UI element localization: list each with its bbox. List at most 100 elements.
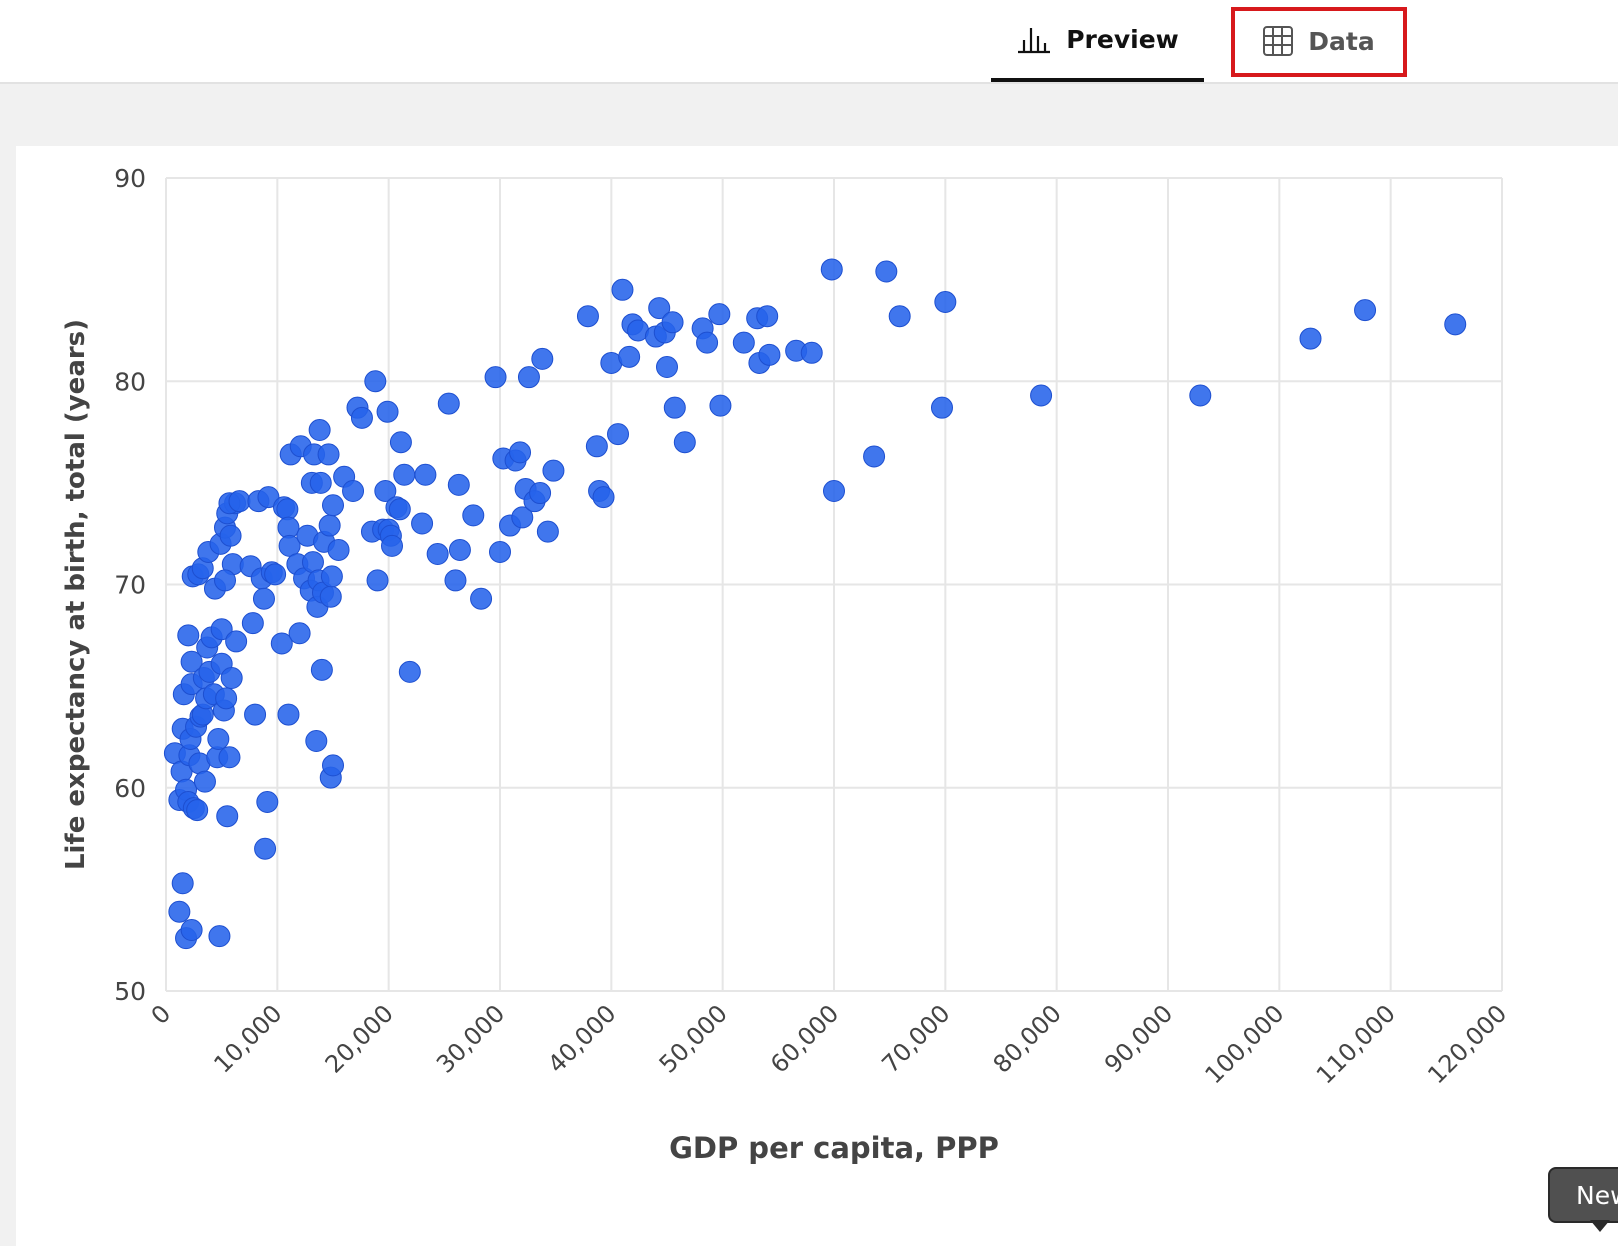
data-point[interactable] — [288, 622, 311, 645]
data-point[interactable] — [863, 445, 886, 468]
data-point[interactable] — [437, 392, 460, 415]
data-point[interactable] — [320, 565, 343, 588]
data-point[interactable] — [470, 587, 493, 610]
data-point[interactable] — [241, 612, 264, 635]
data-point[interactable] — [1354, 299, 1377, 322]
data-point[interactable] — [411, 512, 434, 535]
data-point[interactable] — [168, 900, 191, 923]
data-point[interactable] — [509, 441, 532, 464]
data-point[interactable] — [448, 538, 471, 561]
data-point[interactable] — [342, 480, 365, 503]
data-point[interactable] — [462, 504, 485, 527]
data-point[interactable] — [511, 506, 534, 529]
data-point[interactable] — [278, 534, 301, 557]
data-point[interactable] — [225, 630, 248, 653]
data-point[interactable] — [317, 443, 340, 466]
data-point[interactable] — [648, 297, 671, 320]
data-point[interactable] — [264, 563, 287, 586]
data-point[interactable] — [1189, 384, 1212, 407]
data-point[interactable] — [219, 524, 242, 547]
data-point[interactable] — [207, 727, 230, 750]
data-point[interactable] — [393, 463, 416, 486]
data-point[interactable] — [254, 837, 277, 860]
data-point[interactable] — [228, 490, 251, 513]
data-point[interactable] — [823, 480, 845, 503]
data-point[interactable] — [322, 754, 344, 777]
data-point[interactable] — [696, 331, 719, 354]
data-point[interactable] — [1299, 327, 1322, 350]
data-point[interactable] — [585, 435, 608, 458]
data-point[interactable] — [180, 919, 203, 942]
data-point[interactable] — [214, 569, 237, 592]
data-point[interactable] — [663, 396, 686, 419]
data-point[interactable] — [758, 343, 781, 366]
data-point[interactable] — [1030, 384, 1053, 407]
data-point[interactable] — [398, 660, 421, 683]
data-point[interactable] — [309, 471, 332, 494]
data-point[interactable] — [934, 290, 957, 313]
data-point[interactable] — [322, 494, 344, 517]
data-point[interactable] — [820, 258, 843, 281]
data-point[interactable] — [220, 666, 243, 689]
data-point[interactable] — [800, 341, 823, 364]
data-point[interactable] — [656, 356, 678, 379]
data-point[interactable] — [756, 305, 779, 328]
data-point[interactable] — [310, 658, 333, 681]
data-point[interactable] — [270, 632, 293, 655]
data-point[interactable] — [875, 260, 898, 283]
data-point[interactable] — [388, 498, 411, 521]
tab-preview[interactable]: Preview — [991, 0, 1204, 82]
data-point[interactable] — [536, 520, 559, 543]
data-point[interactable] — [218, 746, 241, 769]
data-point[interactable] — [489, 540, 511, 563]
data-point[interactable] — [193, 770, 216, 793]
data-point[interactable] — [611, 278, 634, 301]
data-point[interactable] — [576, 305, 599, 328]
data-point[interactable] — [444, 569, 467, 592]
data-point[interactable] — [389, 431, 412, 454]
data-point[interactable] — [277, 703, 300, 726]
data-point[interactable] — [1444, 313, 1467, 336]
data-point[interactable] — [208, 925, 231, 948]
data-point[interactable] — [517, 366, 540, 389]
data-point[interactable] — [305, 730, 328, 753]
data-point[interactable] — [529, 482, 552, 505]
data-point[interactable] — [180, 650, 203, 673]
data-point[interactable] — [661, 311, 684, 334]
data-point[interactable] — [366, 569, 389, 592]
data-point[interactable] — [426, 543, 449, 566]
data-point[interactable] — [592, 486, 615, 509]
data-point[interactable] — [256, 790, 279, 813]
data-point[interactable] — [186, 799, 209, 822]
data-point[interactable] — [244, 703, 267, 726]
data-point[interactable] — [888, 305, 911, 328]
data-point[interactable] — [301, 551, 324, 574]
data-point[interactable] — [308, 419, 331, 442]
data-point[interactable] — [414, 463, 437, 486]
data-point[interactable] — [376, 400, 399, 423]
data-point[interactable] — [215, 687, 238, 710]
data-point[interactable] — [542, 459, 565, 482]
data-point[interactable] — [171, 872, 194, 895]
data-point[interactable] — [607, 423, 630, 446]
data-point[interactable] — [618, 345, 641, 368]
data-point[interactable] — [364, 370, 387, 393]
data-point[interactable] — [177, 624, 200, 647]
data-point[interactable] — [930, 396, 953, 419]
data-point[interactable] — [252, 587, 275, 610]
data-point[interactable] — [447, 473, 470, 496]
data-point[interactable] — [350, 406, 373, 429]
data-point[interactable] — [732, 331, 755, 354]
data-point[interactable] — [319, 585, 342, 608]
data-point[interactable] — [381, 534, 404, 557]
data-point[interactable] — [318, 514, 341, 537]
data-point[interactable] — [257, 486, 280, 509]
data-point[interactable] — [210, 618, 233, 641]
data-point[interactable] — [374, 480, 397, 503]
data-point[interactable] — [484, 366, 507, 389]
data-point[interactable] — [709, 394, 732, 417]
data-point[interactable] — [531, 347, 554, 370]
data-point[interactable] — [216, 805, 239, 828]
data-point[interactable] — [708, 303, 731, 326]
data-point[interactable] — [327, 538, 350, 561]
